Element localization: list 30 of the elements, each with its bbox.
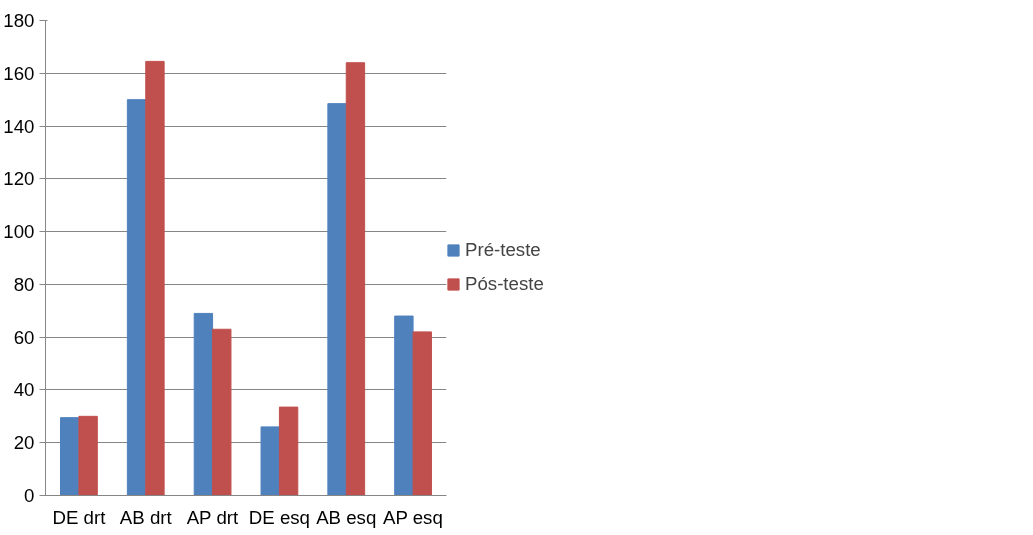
y-tick-label: 80 <box>13 273 35 295</box>
bar <box>260 426 280 496</box>
x-tick-label: AB drt <box>119 506 173 528</box>
bar <box>78 415 98 496</box>
y-tick-label: 40 <box>13 379 35 401</box>
bar <box>145 60 165 496</box>
bar <box>60 417 80 496</box>
y-tick-label: 0 <box>24 485 35 506</box>
x-tick-label: AP drt <box>186 506 239 528</box>
y-tick-label: 140 <box>3 115 35 137</box>
bar <box>278 406 299 496</box>
y-tick-label: 180 <box>3 10 35 31</box>
y-tick-label: 160 <box>3 62 35 84</box>
x-tick-label: DE drt <box>52 506 107 528</box>
bar <box>412 331 432 496</box>
bar <box>126 99 147 496</box>
bar <box>327 103 347 496</box>
y-tick-label: 120 <box>3 168 35 190</box>
bar <box>394 315 414 496</box>
legend-label: Pós-teste <box>465 273 544 295</box>
y-tick-label: 60 <box>13 326 35 348</box>
bar <box>193 312 214 496</box>
y-tick-label: 20 <box>13 432 35 454</box>
x-tick-label: AB esq <box>316 506 377 528</box>
x-tick-label: DE esq <box>248 506 311 528</box>
x-tick-label: AP esq <box>383 506 443 528</box>
bar <box>212 328 232 496</box>
legend-label: Pré-teste <box>465 239 541 261</box>
bar <box>345 62 366 496</box>
y-tick-label: 100 <box>3 221 35 243</box>
